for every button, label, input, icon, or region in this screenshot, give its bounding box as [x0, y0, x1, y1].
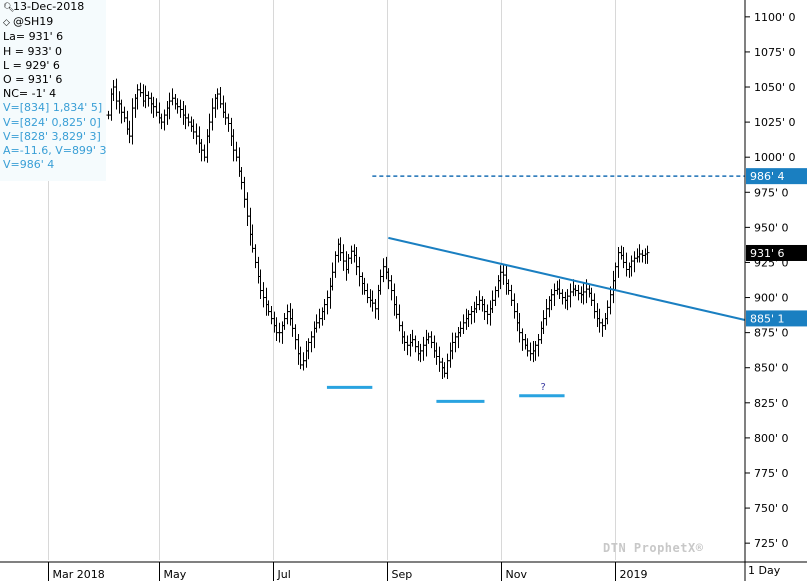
y-tick-label: 750' 0 — [754, 502, 789, 515]
trendline-angle: A=-11.6, V=899' 3 — [3, 144, 107, 158]
trendline — [388, 236, 746, 321]
date-row: 🔍︎13-Dec-2018 — [3, 0, 106, 15]
price-tags: 986' 4 931' 6 885' 1 — [746, 168, 807, 327]
y-tick-label: 975' 0 — [754, 186, 789, 199]
symbol-row: ◇ @SH19 — [3, 15, 106, 30]
low-price: L = 929' 6 — [3, 58, 60, 72]
price-tag-label: 986' 4 — [750, 170, 785, 183]
study-value-3: V=[828' 3,829' 3] — [3, 129, 101, 143]
y-tick-label: 850' 0 — [754, 362, 789, 375]
chart-annotations: ? — [326, 175, 746, 403]
ohlc-bars — [106, 78, 650, 379]
y-tick-label: 1000' 0 — [754, 151, 796, 164]
x-axis: Mar 2018 May Jul Sep Nov 2019 — [0, 561, 807, 581]
y-tick-label: 950' 0 — [754, 221, 789, 234]
x-tick-label: Nov — [506, 568, 528, 581]
question-mark: ? — [541, 382, 546, 393]
study-value-2: V=[824' 0,825' 0] — [3, 115, 101, 129]
study-value-4: V=986' 4 — [3, 158, 55, 172]
y-tick-label: 875' 0 — [754, 327, 789, 340]
price-tag-label: 931' 6 — [750, 247, 785, 260]
high-price: H = 933' 0 — [3, 44, 62, 58]
price-tag-box — [746, 244, 807, 261]
x-tick-label: Sep — [392, 568, 413, 581]
y-tick-label: 1050' 0 — [754, 81, 796, 94]
study-value-1: V=[834] 1,834' 5] — [3, 101, 103, 115]
y-axis: 725' 0 750' 0 775' 0 800' 0 825' 0 850' 0 875'… — [744, 0, 796, 581]
last-price: La= 931' 6 — [3, 30, 64, 44]
price-tag-label: 885' 1 — [750, 312, 785, 325]
y-tick-label: 800' 0 — [754, 432, 789, 445]
quote-info-panel: 🔍︎13-Dec-2018 ◇ @SH19 La= 931' 6 H = 933'… — [0, 0, 106, 181]
symbol-value: @SH19 — [13, 15, 54, 29]
y-tick-label: 1075' 0 — [754, 46, 796, 59]
y-tick-label: 825' 0 — [754, 397, 789, 410]
magnifier-icon: 🔍︎ — [3, 3, 15, 13]
provider-watermark: DTN ProphetX® — [603, 541, 704, 555]
y-tick-label: 1100' 0 — [754, 11, 796, 24]
x-tick-label: 2019 — [620, 568, 648, 581]
y-tick-label: 900' 0 — [754, 292, 789, 305]
y-tick-label: 775' 0 — [754, 467, 789, 480]
price-tag-box — [746, 168, 807, 185]
x-tick-label: May — [164, 568, 187, 581]
open-price: O = 931' 6 — [3, 73, 63, 87]
diamond-icon: ◇ — [3, 18, 10, 29]
period-selector[interactable]: 1 Day — [748, 564, 781, 577]
x-tick-label: Mar 2018 — [53, 568, 105, 581]
y-tick-label: 1025' 0 — [754, 116, 796, 129]
net-change: NC= -1' 4 — [3, 87, 57, 101]
y-tick-label: 725' 0 — [754, 537, 789, 550]
date-value: 13-Dec-2018 — [13, 0, 85, 13]
price-tag-box — [746, 310, 807, 327]
x-tick-label: Jul — [277, 568, 291, 581]
